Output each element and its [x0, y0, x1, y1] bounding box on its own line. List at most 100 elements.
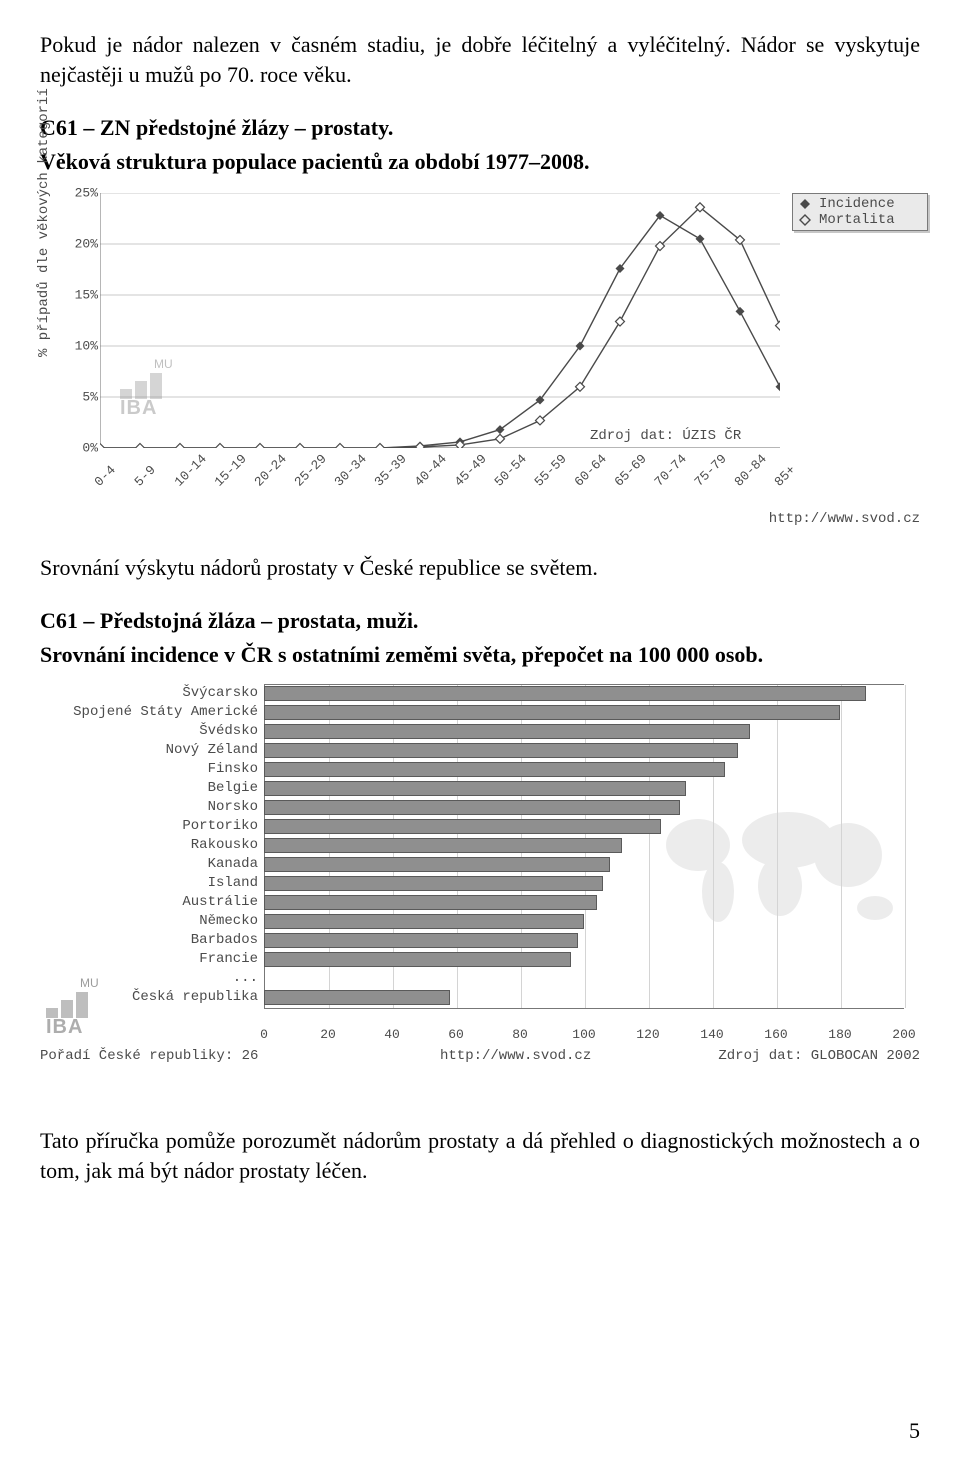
watermark-sub: MU: [80, 976, 99, 990]
outro-paragraph: Tato příručka pomůže porozumět nádorům p…: [40, 1126, 920, 1185]
bar-chart-bar-area: [264, 855, 904, 874]
bar-chart-bar: [264, 762, 725, 777]
bar-chart-bar-area: [264, 779, 904, 798]
bar-chart-row: Barbados: [40, 931, 920, 950]
bar-chart-row: Spojené Státy Americké: [40, 703, 920, 722]
legend-label: Incidence: [819, 196, 895, 212]
bar-chart-bar-area: [264, 893, 904, 912]
bar-chart-bar: [264, 990, 450, 1005]
bar-chart-xtick: 40: [384, 1027, 400, 1042]
bar-chart-bar: [264, 819, 661, 834]
bar-chart-label: Island: [40, 875, 264, 891]
bar-chart-label: Německo: [40, 913, 264, 929]
line-chart-xtick: 55-59: [532, 451, 570, 489]
line-chart-xtick: 15-19: [212, 451, 250, 489]
bar-chart-xtick: 60: [448, 1027, 464, 1042]
page-number: 5: [909, 1418, 920, 1444]
bar-chart-bar-area: [264, 969, 904, 988]
page: Pokud je nádor nalezen v časném stadiu, …: [0, 0, 960, 1464]
bar-chart-label: Rakousko: [40, 837, 264, 853]
line-chart-ylabel: % případů dle věkových kategorií: [36, 88, 52, 357]
bar-chart-bar: [264, 933, 578, 948]
bar-chart-bar-area: [264, 703, 904, 722]
bar-chart-label: Kanada: [40, 856, 264, 872]
bar-chart-bar-area: [264, 950, 904, 969]
bar-chart-bar: [264, 857, 610, 872]
line-chart-source: Zdroj dat: ÚZIS ČR: [590, 428, 741, 444]
line-chart-xtick: 10-14: [172, 451, 210, 489]
line-chart-xtick: 40-44: [412, 451, 450, 489]
chart1-title-line1: C61 – ZN předstojné žlázy – prostaty.: [40, 113, 920, 143]
bar-chart-footer-left: Pořadí České republiky: 26: [40, 1048, 258, 1064]
line-chart-xtick: 65-69: [612, 451, 650, 489]
bar-chart-bar-area: [264, 931, 904, 950]
intro-paragraph: Pokud je nádor nalezen v časném stadiu, …: [40, 30, 920, 89]
bar-chart-bar-area: [264, 874, 904, 893]
bar-chart-footer-right: Zdroj dat: GLOBOCAN 2002: [718, 1048, 920, 1064]
bar-chart-row: Finsko: [40, 760, 920, 779]
bar-chart-row: Belgie: [40, 779, 920, 798]
bar-chart-row: Island: [40, 874, 920, 893]
line-chart-ytick: 20%: [68, 236, 98, 251]
bar-chart-bar: [264, 952, 571, 967]
line-chart-ytick: 10%: [68, 338, 98, 353]
line-chart-xtick: 50-54: [492, 451, 530, 489]
bar-chart-bar-area: [264, 836, 904, 855]
bar-chart-label: Finsko: [40, 761, 264, 777]
bar-chart-xtick: 180: [828, 1027, 851, 1042]
line-chart-plot: [100, 193, 780, 448]
line-chart-xtick: 35-39: [372, 451, 410, 489]
chart2-title-line2: Srovnání incidence v ČR s ostatními země…: [40, 640, 920, 670]
chart2-title-line1: C61 – Předstojná žláza – prostata, muži.: [40, 606, 920, 636]
legend-item-mortalita: Mortalita: [797, 212, 923, 228]
bar-chart-row: Kanada: [40, 855, 920, 874]
line-chart-xtick: 5-9: [132, 462, 159, 489]
bar-chart-label: Spojené Státy Americké: [40, 704, 264, 720]
line-chart-xtick: 45-49: [452, 451, 490, 489]
line-chart-legend: Incidence Mortalita: [792, 193, 928, 231]
line-chart-block: % případů dle věkových kategorií MU IBA …: [40, 187, 920, 527]
line-chart-xtick: 80-84: [732, 451, 770, 489]
bar-chart-bar: [264, 724, 750, 739]
bar-chart-label: Austrálie: [40, 894, 264, 910]
diamond-outline-icon: [797, 213, 813, 227]
bar-chart-bar: [264, 895, 597, 910]
bar-chart-xtick: 140: [700, 1027, 723, 1042]
bar-chart-label: Portoriko: [40, 818, 264, 834]
bar-chart-row: Německo: [40, 912, 920, 931]
bar-chart-row: Švédsko: [40, 722, 920, 741]
bar-chart-label: Belgie: [40, 780, 264, 796]
line-chart-ytick: 15%: [68, 287, 98, 302]
bar-chart-xtick: 200: [892, 1027, 915, 1042]
between-paragraph: Srovnání výskytu nádorů prostaty v České…: [40, 553, 920, 583]
bar-chart-bar-area: [264, 912, 904, 931]
bar-chart-bar-area: [264, 741, 904, 760]
bar-chart-row: Česká republika: [40, 988, 920, 1007]
watermark-icon: MU IBA: [46, 976, 99, 1039]
legend-label: Mortalita: [819, 212, 895, 228]
bar-chart-xtick: 0: [260, 1027, 268, 1042]
bar-chart-bar-area: [264, 760, 904, 779]
bar-chart-label: Francie: [40, 951, 264, 967]
watermark-label: IBA: [120, 397, 173, 420]
bar-chart-row: Rakousko: [40, 836, 920, 855]
line-chart-xtick: 60-64: [572, 451, 610, 489]
bar-chart-xtick: 100: [572, 1027, 595, 1042]
bar-chart-bar-area: [264, 798, 904, 817]
bar-chart-bar: [264, 705, 840, 720]
line-chart-xtick: 70-74: [652, 451, 690, 489]
watermark-icon: MU IBA: [120, 357, 173, 420]
line-chart-xtick: 25-29: [292, 451, 330, 489]
bar-chart-row: Austrálie: [40, 893, 920, 912]
bar-chart-label: Barbados: [40, 932, 264, 948]
bar-chart-row: Nový Zéland: [40, 741, 920, 760]
line-chart-xtick: 85+: [772, 462, 799, 489]
line-chart-xtick: 20-24: [252, 451, 290, 489]
bar-chart-bar: [264, 686, 866, 701]
bar-chart: ŠvýcarskoSpojené Státy AmerickéŠvédskoNo…: [40, 680, 920, 1100]
bar-chart-bar: [264, 876, 603, 891]
bar-chart-rows: ŠvýcarskoSpojené Státy AmerickéŠvédskoNo…: [40, 684, 920, 1007]
line-chart-url: http://www.svod.cz: [769, 511, 920, 527]
bar-chart-bar: [264, 914, 584, 929]
watermark-sub: MU: [154, 357, 173, 371]
